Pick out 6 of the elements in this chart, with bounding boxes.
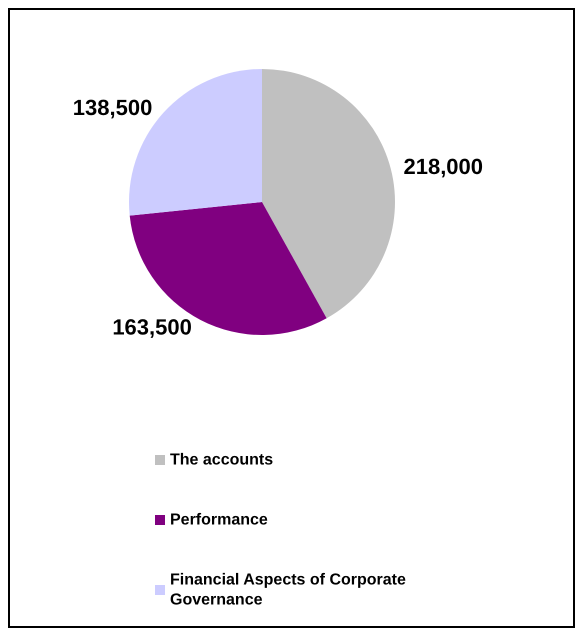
data-label: 138,500 [72,95,152,120]
legend-label: The accounts [170,452,274,468]
legend-label: Performance [170,512,268,528]
data-label: 218,000 [403,154,484,180]
legend-label: Financial Aspects of Corporate Governance [170,572,410,608]
data-label: 163,500 [112,314,192,340]
